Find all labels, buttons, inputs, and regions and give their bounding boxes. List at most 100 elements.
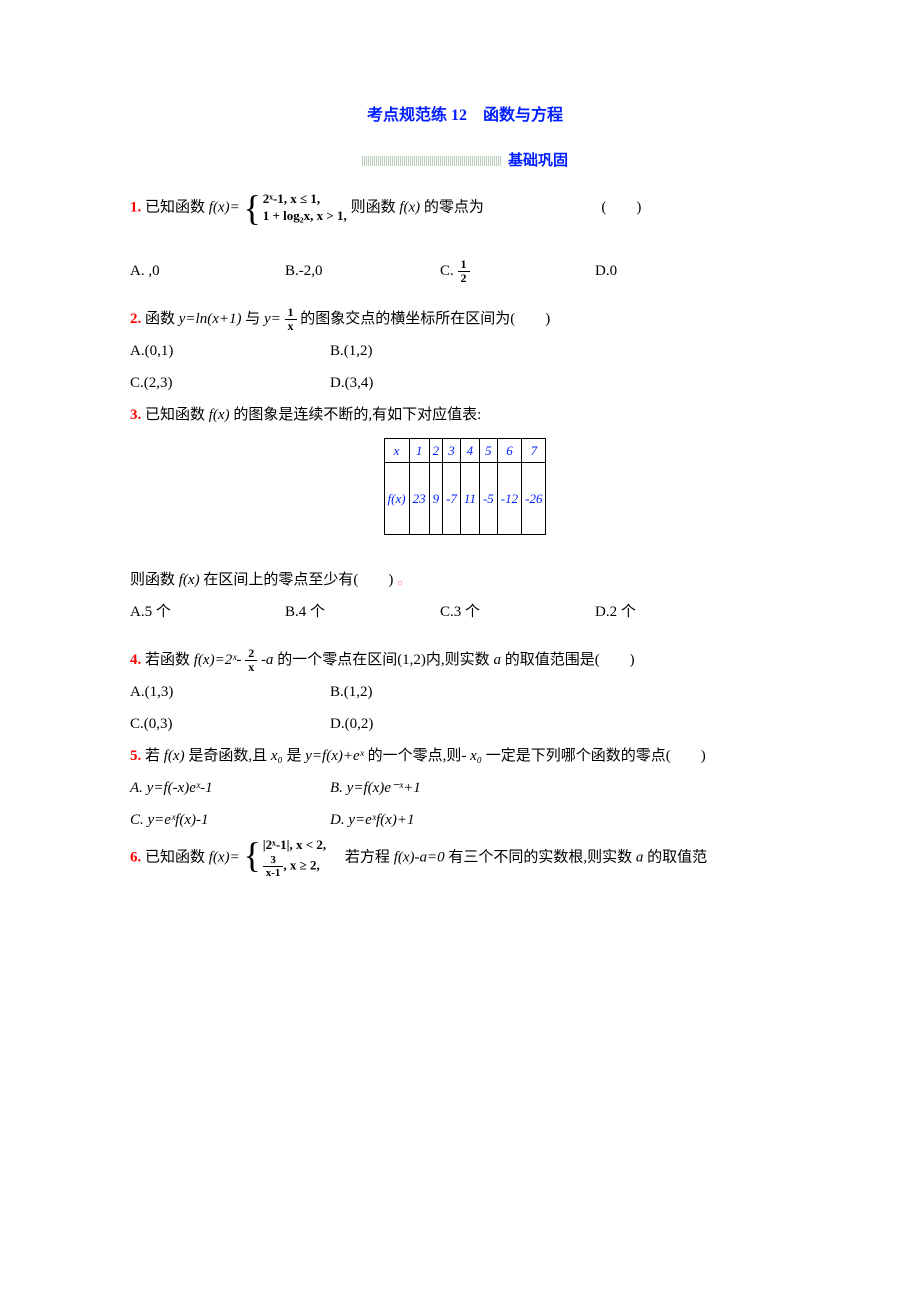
q6-fx: f(x)= (209, 849, 240, 865)
q1-opt-b: B.-2,0 (285, 256, 440, 286)
q3-th-4: 4 (460, 439, 479, 463)
q2-opt-a: A.(0,1) (130, 336, 330, 366)
q1-text-3: 的零点为 (424, 199, 484, 215)
q6-case1: |2ˣ-1|, x < 2, (263, 837, 326, 854)
q1-opt-a: A. ,0 (130, 256, 285, 286)
q4-frac-num: 2 (245, 647, 257, 661)
q3-opt-d: D.2 个 (595, 597, 750, 627)
q5-text-5: 一定是下列哪个函数的零点( ) (486, 748, 706, 764)
q3-number: 3. (130, 407, 141, 423)
section-label: 基础巩固 (502, 146, 568, 176)
q6-a: a (636, 849, 644, 865)
q1-options: A. ,0 B.-2,0 C. 1 2 D.0 (130, 256, 800, 286)
q3-text-1: 已知函数 (145, 407, 209, 423)
q5-options-1: A. y=f(-x)eˣ-1 B. y=f(x)e⁻ˣ+1 (130, 773, 800, 803)
q5-number: 5. (130, 748, 141, 764)
q1-text-2: 则函数 (351, 199, 400, 215)
q6-text-2: 若方程 (330, 849, 394, 865)
q6-piecewise: { |2ˣ-1|, x < 2, 3 x-1 , x ≥ 2, (243, 837, 326, 879)
q5-opt-c: C. y=eˣf(x)-1 (130, 805, 330, 835)
q5-text-4: 的一个零点,则- (368, 748, 467, 764)
q1-case2: 1 + log₂x, x > 1, (263, 208, 347, 225)
q3-r-0: 23 (409, 463, 429, 535)
q5-opt-a: A. y=f(-x)eˣ-1 (130, 773, 330, 803)
q2-opt-b: B.(1,2) (330, 336, 530, 366)
q3-th-2: 2 (429, 439, 443, 463)
q2-opt-c: C.(2,3) (130, 368, 330, 398)
q3-text-2: 的图象是连续不断的,有如下对应值表: (233, 407, 481, 423)
q3-table-row: f(x) 23 9 -7 11 -5 -12 -26 (384, 463, 546, 535)
q3-th-6: 6 (497, 439, 521, 463)
section-bar: 基础巩固 (130, 146, 800, 176)
q5-text-1: 若 (145, 748, 164, 764)
question-6: 6. 已知函数 f(x)= { |2ˣ-1|, x < 2, 3 x-1 , x… (130, 837, 800, 879)
q1-opt-c: C. 1 2 (440, 256, 595, 286)
q1-c-num: 1 (458, 258, 470, 272)
q3-r-6: -26 (522, 463, 546, 535)
q2-number: 2. (130, 311, 141, 327)
q3-opt-c: C.3 个 (440, 597, 595, 627)
q3-table: x 1 2 3 4 5 6 7 f(x) 23 9 -7 11 -5 -12 -… (384, 438, 547, 535)
q2-text-1: 函数 (145, 311, 179, 327)
section-bar-decoration (362, 156, 502, 166)
q3-r-2: -7 (443, 463, 461, 535)
q4-opt-a: A.(1,3) (130, 677, 330, 707)
q4-opt-c: C.(0,3) (130, 709, 330, 739)
q3-opt-b: B.4 个 (285, 597, 440, 627)
q1-opt-d: D.0 (595, 256, 750, 286)
q3-r-1: 9 (429, 463, 443, 535)
q4-opt-b: B.(1,2) (330, 677, 530, 707)
q5-x0: x₀ (271, 748, 283, 764)
q3-post-1: 则函数 (130, 572, 179, 588)
q3-th-0: x (384, 439, 409, 463)
q3-r-3: 11 (460, 463, 479, 535)
question-3: 3. 已知函数 f(x) 的图象是连续不断的,有如下对应值表: (130, 400, 800, 430)
q5-x0b: x₀ (470, 748, 482, 764)
q1-c-den: 2 (458, 272, 470, 285)
q4-text-1: 若函数 (145, 652, 194, 668)
q5-text-3: 是 (286, 748, 305, 764)
question-1: 1. 已知函数 f(x)= { 2ˣ-1, x ≤ 1, 1 + log₂x, … (130, 190, 800, 226)
q4-text-2: 的一个零点在区间(1,2)内,则实数 (277, 652, 493, 668)
q4-frac-den: x (245, 661, 257, 674)
q3-opt-a: A.5 个 (130, 597, 285, 627)
q5-options-2: C. y=eˣf(x)-1 D. y=eˣf(x)+1 (130, 805, 800, 835)
page-title: 考点规范练 12 函数与方程 (130, 100, 800, 132)
q3-th-7: 7 (522, 439, 546, 463)
q2-y2: y= (264, 311, 281, 327)
q6-number: 6. (130, 849, 141, 865)
question-4: 4. 若函数 f(x)=2ˣ- 2 x -a 的一个零点在区间(1,2)内,则实… (130, 645, 800, 675)
q1-case1: 2ˣ-1, x ≤ 1, (263, 191, 347, 208)
q2-options-1: A.(0,1) B.(1,2) (130, 336, 800, 366)
q3-dot: 。 (397, 572, 412, 588)
q6-text-4: 的取值范 (647, 849, 707, 865)
q2-y1: y=ln(x+1) (179, 311, 242, 327)
q4-a: a (493, 652, 501, 668)
q2-opt-d: D.(3,4) (330, 368, 530, 398)
q1-number: 1. (130, 199, 141, 215)
q5-opt-d: D. y=eˣf(x)+1 (330, 805, 530, 835)
q3-fx2: f(x) (179, 572, 200, 588)
q3-th-5: 5 (479, 439, 497, 463)
question-5: 5. 若 f(x) 是奇函数,且 x₀ 是 y=f(x)+eˣ 的一个零点,则-… (130, 741, 800, 771)
q4-text-3: 的取值范围是( ) (505, 652, 635, 668)
q4-mid: -a (261, 652, 274, 668)
q3-th-1: 1 (409, 439, 429, 463)
q3-fx: f(x) (209, 407, 230, 423)
q4-number: 4. (130, 652, 141, 668)
q2-frac-num: 1 (285, 306, 297, 320)
q5-eq: y=f(x)+eˣ (305, 748, 364, 764)
q2-text-2: 与 (245, 311, 264, 327)
question-2: 2. 函数 y=ln(x+1) 与 y= 1 x 的图象交点的横坐标所在区间为(… (130, 304, 800, 334)
brace-icon: { (243, 190, 260, 226)
q3-options: A.5 个 B.4 个 C.3 个 D.2 个 (130, 597, 800, 627)
q5-opt-b: B. y=f(x)e⁻ˣ+1 (330, 773, 530, 803)
brace-icon: { (243, 837, 260, 879)
q6-text-1: 已知函数 (145, 849, 209, 865)
q4-opt-d: D.(0,2) (330, 709, 530, 739)
q3-table-head: x 1 2 3 4 5 6 7 (384, 439, 546, 463)
q3-post-2: 在区间上的零点至少有( ) (203, 572, 393, 588)
q1-fx: f(x)= (209, 199, 240, 215)
q1-text-1: 已知函数 (145, 199, 209, 215)
q2-options-2: C.(2,3) D.(3,4) (130, 368, 800, 398)
